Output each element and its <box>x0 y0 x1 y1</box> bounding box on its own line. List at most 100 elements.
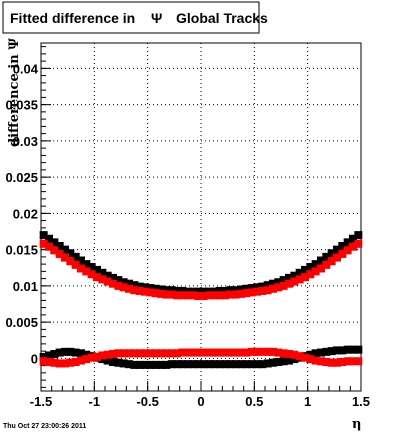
data-point-series-1 <box>109 273 117 282</box>
data-point-series-4 <box>151 349 160 358</box>
data-point-series-4 <box>343 357 352 366</box>
data-point-series-4 <box>333 358 341 367</box>
y-tick-label: 0.025 <box>5 170 38 185</box>
data-point-series-2 <box>242 289 251 298</box>
data-point-series-3 <box>141 360 149 369</box>
data-point-series-1 <box>146 284 155 293</box>
x-tick-label: -1 <box>89 394 101 409</box>
data-point-series-2 <box>141 287 149 296</box>
data-point-series-4 <box>221 348 229 357</box>
data-point-series-1 <box>221 286 229 295</box>
data-point-series-3 <box>338 346 347 355</box>
grid <box>41 43 361 391</box>
data-point-series-4 <box>77 356 85 365</box>
data-point-series-3 <box>103 356 112 365</box>
data-point-series-2 <box>125 284 133 293</box>
data-point-series-3 <box>210 360 219 369</box>
data-point-series-3 <box>199 360 208 369</box>
data-point-series-4 <box>119 349 128 358</box>
data-point-series-3 <box>343 345 352 354</box>
data-point-series-2 <box>258 286 267 295</box>
data-point-series-2 <box>343 246 352 255</box>
data-point-series-1 <box>167 286 176 295</box>
data-point-series-1 <box>157 285 165 294</box>
data-point-series-3 <box>61 347 69 356</box>
y-tick-label: 0.035 <box>5 98 38 113</box>
data-point-series-3 <box>178 360 187 369</box>
data-point-series-4 <box>258 347 267 356</box>
data-point-series-2 <box>322 260 331 269</box>
data-point-series-3 <box>215 360 224 369</box>
data-point-series-3 <box>119 359 128 368</box>
data-point-series-4 <box>87 353 96 362</box>
data-point-series-3 <box>146 360 155 369</box>
data-point-series-1 <box>173 286 181 295</box>
y-tick-label: 0.04 <box>13 61 39 76</box>
data-point-series-4 <box>263 347 272 356</box>
data-point-series-2 <box>61 253 69 262</box>
data-point-series-1 <box>45 234 53 243</box>
data-point-series-4 <box>130 349 139 358</box>
data-point-series-3 <box>189 360 197 369</box>
data-point-series-4 <box>226 348 235 357</box>
data-point-series-2 <box>215 291 224 300</box>
data-point-series-2 <box>317 264 325 273</box>
data-point-series-4 <box>125 349 133 358</box>
data-point-series-3 <box>263 359 272 368</box>
data-point-series-3 <box>333 346 341 355</box>
data-point-series-3 <box>45 351 53 360</box>
x-tick-labels: -1.5 -1 -0.5 0 0.5 1 1.5 <box>30 394 370 409</box>
data-point-series-2 <box>327 257 336 266</box>
data-point-series-2 <box>247 288 256 297</box>
data-point-series-1 <box>269 279 277 288</box>
y-tick-labels: 0 0.005 0.01 0.015 0.02 0.025 0.03 0.035 0.04 <box>5 61 38 366</box>
data-point-series-4 <box>285 350 293 359</box>
chart-title: Fitted difference in <box>10 10 135 26</box>
data-point-series-3 <box>279 357 288 366</box>
data-point-series-4 <box>253 347 261 356</box>
data-point-series-3 <box>194 360 203 369</box>
x-tick-label: -0.5 <box>136 394 158 409</box>
data-point-series-1 <box>114 276 123 285</box>
data-point-series-2 <box>39 239 48 248</box>
data-point-series-3 <box>306 350 315 359</box>
data-point-series-3 <box>269 358 277 367</box>
data-point-series-3 <box>226 360 235 369</box>
data-point-series-4 <box>50 358 59 367</box>
data-point-series-2 <box>50 246 59 255</box>
data-point-series-1 <box>295 268 304 277</box>
data-point-series-4 <box>295 352 304 361</box>
data-point-series-1 <box>82 260 91 269</box>
data-point-series-2 <box>167 290 176 299</box>
data-point-series-4 <box>242 348 251 357</box>
data-point-series-2 <box>71 260 80 269</box>
y-tick-label: 0.005 <box>5 315 38 330</box>
data-point-series-4 <box>61 359 69 368</box>
data-point-series-2 <box>55 249 64 258</box>
data-point-series-1 <box>354 231 363 240</box>
data-point-series-4 <box>290 350 299 359</box>
data-point-series-3 <box>183 360 192 369</box>
data-point-series-2 <box>82 267 91 276</box>
data-point-series-4 <box>45 358 53 366</box>
data-point-series-2 <box>114 281 123 290</box>
data-point-series-4 <box>103 350 112 359</box>
data-point-series-2 <box>354 239 363 248</box>
data-point-series-1 <box>141 283 149 292</box>
data-point-series-3 <box>274 358 283 366</box>
data-point-series-1 <box>263 281 272 290</box>
data-point-series-3 <box>173 360 181 369</box>
data-point-series-2 <box>253 287 261 296</box>
data-point-series-1 <box>151 284 160 293</box>
data-point-series-3 <box>162 360 171 369</box>
data-point-series-4 <box>199 348 208 357</box>
x-tick-label: 0.5 <box>245 394 263 409</box>
data-point-series-1 <box>130 281 139 290</box>
chart-title-suffix: Global Tracks <box>176 10 268 26</box>
data-points <box>39 231 363 369</box>
data-point-series-1 <box>226 286 235 295</box>
y-tick-label: 0.03 <box>13 134 38 149</box>
data-point-series-4 <box>183 348 192 357</box>
data-point-series-3 <box>317 348 325 357</box>
